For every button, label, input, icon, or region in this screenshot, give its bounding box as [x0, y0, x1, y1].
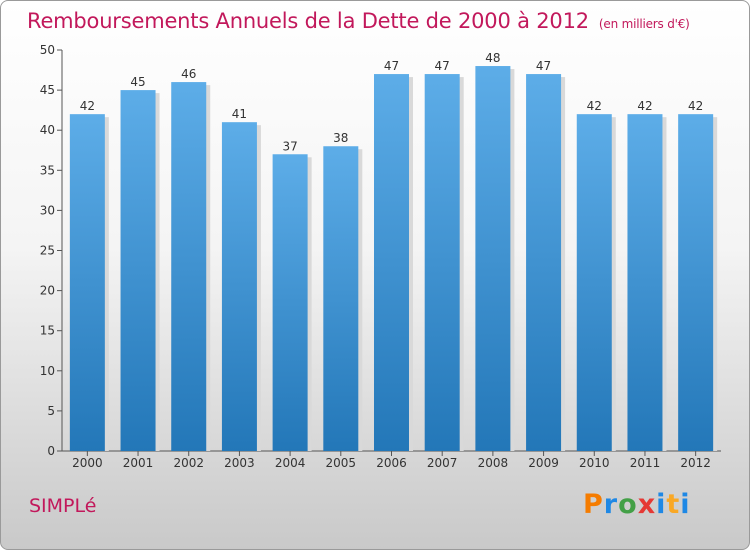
y-tick-label: 45 [40, 83, 55, 97]
chart-title-unit: (en milliers d'€) [598, 17, 690, 31]
y-tick-label: 50 [40, 43, 55, 57]
y-tick-label: 40 [40, 123, 55, 137]
bar [374, 74, 409, 451]
chart-title-text: Remboursements Annuels de la Dette de 20… [27, 9, 589, 33]
logo-letter: P [583, 489, 604, 520]
bar [120, 90, 156, 451]
bar-value-label: 47 [435, 59, 450, 73]
y-tick-label: 0 [47, 444, 55, 458]
x-tick-label: 2005 [326, 456, 357, 470]
bar [576, 114, 612, 451]
bar [627, 114, 663, 451]
x-tick-label: 2003 [224, 456, 255, 470]
bar [526, 74, 562, 451]
chart-bars [69, 66, 718, 452]
chart-labels: 2000 42 2001 45 2002 46 2003 41 2004 37 2005 38 2006… [72, 51, 711, 470]
y-tick-label: 25 [40, 244, 55, 258]
bar [475, 66, 511, 451]
logo-letter: i [656, 489, 667, 520]
x-tick-label: 2006 [376, 456, 407, 470]
bar-value-label: 47 [536, 59, 551, 73]
bar [323, 146, 359, 452]
x-tick-label: 2010 [579, 456, 610, 470]
bar-value-label: 48 [485, 51, 500, 65]
bar-value-label: 42 [688, 99, 703, 113]
bar-value-label: 41 [232, 107, 247, 121]
x-tick-label: 2007 [427, 456, 458, 470]
bar-value-label: 42 [80, 99, 95, 113]
y-tick-label: 35 [40, 163, 55, 177]
y-tick-label: 20 [40, 284, 55, 298]
x-tick-label: 2012 [680, 456, 711, 470]
x-tick-label: 2009 [528, 456, 559, 470]
y-tick-label: 15 [40, 324, 55, 338]
logo-letter: o [618, 489, 638, 520]
bar-value-label: 47 [384, 59, 399, 73]
bar [424, 74, 460, 451]
y-tick-label: 5 [47, 404, 55, 418]
bar [678, 114, 714, 451]
bar [272, 154, 308, 451]
logo-letter: i [680, 489, 691, 520]
bar-value-label: 37 [282, 139, 297, 153]
y-tick-label: 30 [40, 203, 55, 217]
bar-value-label: 42 [637, 99, 652, 113]
x-tick-label: 2000 [72, 456, 103, 470]
bar [221, 122, 257, 452]
x-tick-label: 2002 [173, 456, 204, 470]
bar-value-label: 45 [130, 75, 145, 89]
y-tick-label: 10 [40, 364, 55, 378]
bar [171, 82, 207, 451]
chart-title: Remboursements Annuels de la Dette de 20… [27, 9, 690, 33]
x-tick-label: 2004 [275, 456, 306, 470]
bar [69, 114, 105, 451]
x-tick-label: 2001 [123, 456, 154, 470]
chart-axes: 0 5 10 15 20 25 30 35 40 45 50 [40, 43, 721, 458]
logo-letter: r [603, 489, 619, 520]
x-tick-label: 2011 [630, 456, 661, 470]
logo-letter: x [637, 489, 657, 520]
proxiti-logo: Proxiti [583, 489, 691, 520]
logo-letter: t [666, 489, 681, 520]
commune-name: SIMPLé [29, 495, 97, 517]
bar-value-label: 38 [333, 131, 348, 145]
x-tick-label: 2008 [478, 456, 509, 470]
bar-value-label: 46 [181, 67, 196, 81]
bar-value-label: 42 [587, 99, 602, 113]
